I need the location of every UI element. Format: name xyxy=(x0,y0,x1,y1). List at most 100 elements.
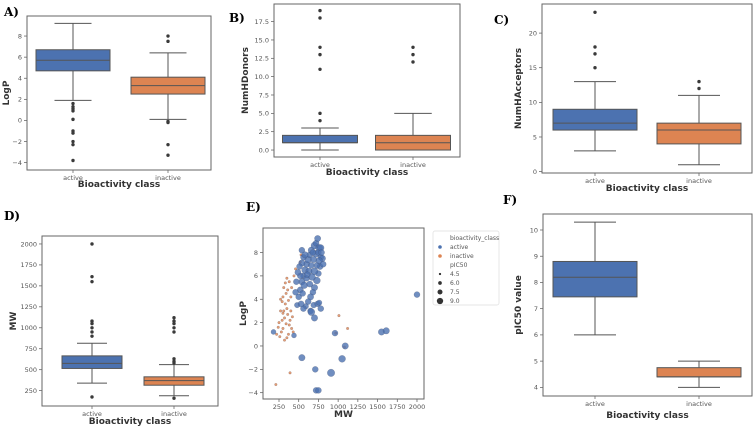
scatter-point xyxy=(319,260,327,268)
scatter-point xyxy=(382,327,390,335)
y-tick-label: 4 xyxy=(18,75,22,83)
scatter-point xyxy=(282,286,286,290)
legend-box xyxy=(432,230,500,306)
legend-size-marker xyxy=(437,289,443,295)
panel-label: B) xyxy=(229,11,245,25)
panel-e: E) −4 −2 0 2 4 6 8 MW LogP 250 500 750 1000 1250 1500 17… xyxy=(239,200,500,420)
outlier-point xyxy=(90,330,94,334)
scatter-point xyxy=(287,298,290,302)
x-axis-label: Bioactivity class xyxy=(606,411,688,421)
outlier-point xyxy=(172,359,176,364)
outlier-point xyxy=(411,60,415,64)
scatter-point xyxy=(283,281,287,285)
outlier-point xyxy=(593,10,597,15)
y-tick-label: −4 xyxy=(12,159,22,167)
outlier-point xyxy=(172,326,176,330)
outlier-point xyxy=(71,117,75,122)
x-axis-label: Bioactivity class xyxy=(606,184,688,194)
box-iqr xyxy=(552,260,638,298)
outlier-point xyxy=(593,52,597,56)
outlier-point xyxy=(71,158,75,163)
y-tick-label: 7 xyxy=(534,305,538,313)
y-tick-label: 9 xyxy=(534,253,538,261)
x-tick-label: 1250 xyxy=(350,403,367,411)
legend-marker xyxy=(438,254,442,258)
outlier-point xyxy=(90,242,94,246)
outlier-point xyxy=(697,86,701,91)
y-tick-label: 8 xyxy=(18,32,22,40)
outlier-point xyxy=(172,396,176,400)
scatter-point xyxy=(312,366,319,373)
scatter-point xyxy=(289,295,293,299)
y-tick-label: 8 xyxy=(254,249,258,257)
outlier-point xyxy=(71,142,75,147)
box-iqr xyxy=(656,122,742,145)
outlier-point xyxy=(411,52,415,57)
scatter-point xyxy=(298,354,306,362)
box-inactive xyxy=(375,45,451,151)
panel-d: D) 250 500 750 1000 1250 1500 1750 2000 Bioactivi… xyxy=(4,209,219,427)
outlier-point xyxy=(318,8,322,13)
y-tick-label: 10.0 xyxy=(255,73,269,81)
outlier-point xyxy=(71,131,75,135)
scatter-point xyxy=(299,290,306,297)
scatter-point xyxy=(289,309,293,313)
scatter-point xyxy=(338,355,346,363)
y-tick-label: 1750 xyxy=(20,261,37,269)
legend-item: inactive xyxy=(450,253,474,260)
plot-frame xyxy=(262,227,425,400)
outlier-point xyxy=(166,142,170,147)
panel-f: F) 4 5 6 7 8 9 10 Bioactivity class pIC50 value ac… xyxy=(503,193,753,421)
x-tick-label: inactive xyxy=(161,410,187,418)
scatter-point xyxy=(291,332,297,339)
outlier-point xyxy=(90,274,94,279)
y-axis-label: LogP xyxy=(2,80,12,105)
y-tick-label: 7.5 xyxy=(259,91,269,99)
y-tick-label: 5 xyxy=(534,357,538,365)
outlier-point xyxy=(90,319,94,323)
scatter-point xyxy=(290,286,294,290)
scatter-point xyxy=(306,280,314,288)
outlier-point xyxy=(172,357,176,361)
scatter-point xyxy=(331,329,339,337)
outlier-point xyxy=(593,45,597,49)
scatter-point xyxy=(279,330,283,334)
legend-item: 4.5 xyxy=(450,271,460,278)
outlier-point xyxy=(90,334,94,338)
outlier-point xyxy=(172,316,176,320)
scatter-point xyxy=(300,281,308,289)
scatter-point xyxy=(281,295,285,299)
scatter-point xyxy=(317,305,324,312)
scatter-point xyxy=(276,325,280,329)
y-tick-label: 17.5 xyxy=(255,18,269,26)
box-active xyxy=(282,8,358,151)
plot-frame xyxy=(26,15,212,171)
outlier-point xyxy=(318,52,322,57)
scatter-point xyxy=(280,300,284,304)
scatter-point xyxy=(277,321,281,325)
box-inactive xyxy=(656,79,742,166)
x-tick-label: inactive xyxy=(155,174,181,182)
outlier-point xyxy=(318,67,322,72)
box-active xyxy=(35,22,111,163)
scatter-point xyxy=(283,316,286,320)
legend-size-marker xyxy=(438,281,442,285)
y-tick-label: −4 xyxy=(248,389,258,397)
y-tick-label: 2 xyxy=(254,319,258,327)
scatter-point xyxy=(341,342,349,350)
outlier-point xyxy=(318,45,322,49)
y-tick-label: 5 xyxy=(533,133,537,141)
x-tick-label: 500 xyxy=(293,403,305,411)
scatter-point xyxy=(311,314,318,322)
x-tick-label: 2000 xyxy=(409,403,426,411)
scatter-point xyxy=(307,308,315,316)
x-tick-label: active xyxy=(585,400,605,408)
x-tick-label: active xyxy=(310,161,330,169)
outlier-point xyxy=(90,326,94,330)
scatter-point xyxy=(281,327,285,330)
scatter-point xyxy=(292,289,299,296)
panel-label: A) xyxy=(3,5,19,19)
scatter-point xyxy=(290,327,294,330)
y-tick-label: 250 xyxy=(25,387,37,395)
